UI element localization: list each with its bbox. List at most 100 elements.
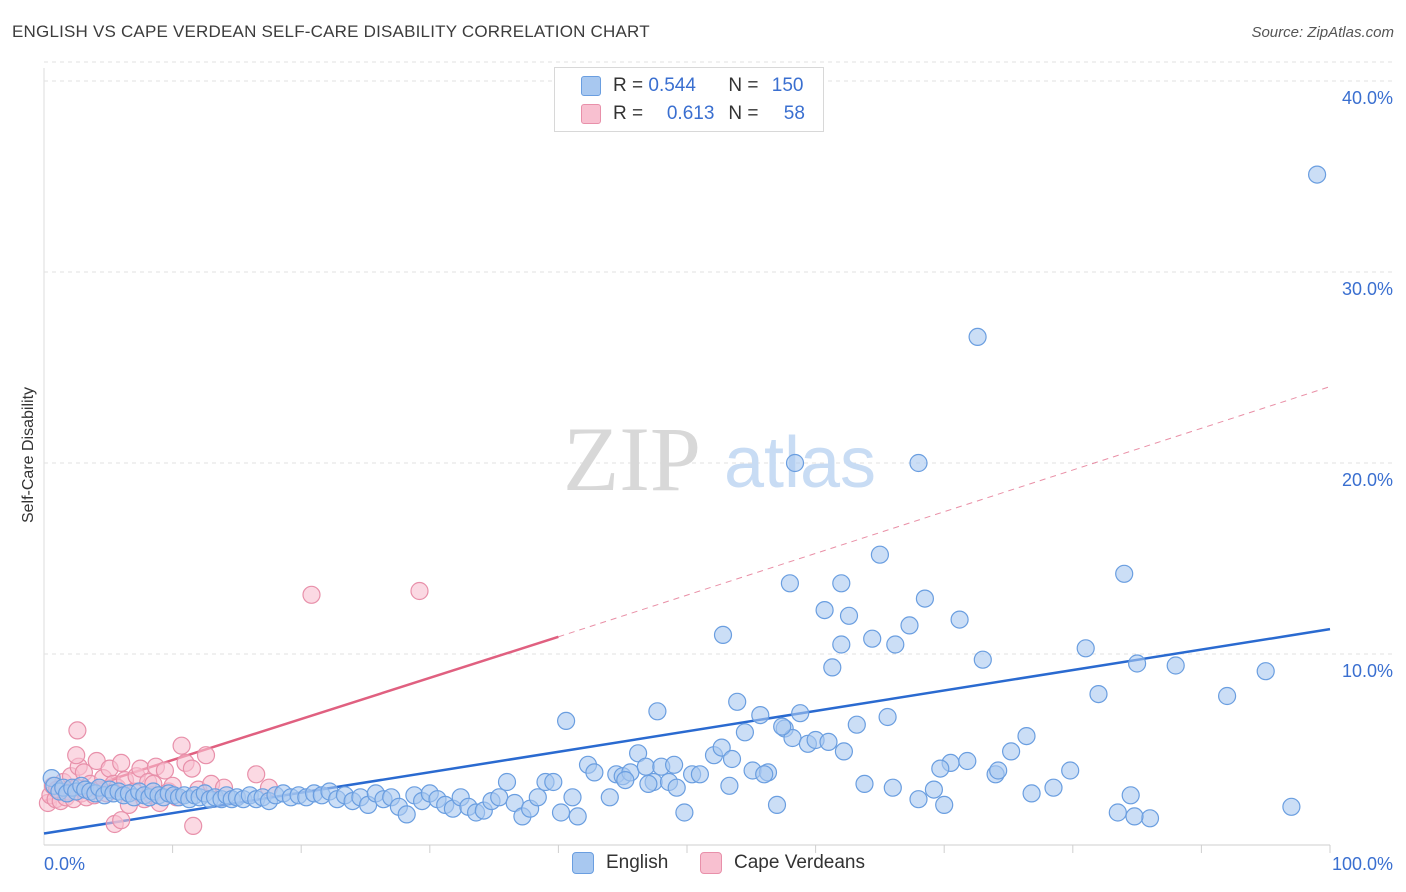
cape-verdeans-legend-label: Cape Verdeans bbox=[734, 852, 865, 873]
r-label: R = bbox=[613, 103, 644, 124]
english-point bbox=[815, 600, 834, 620]
cape-verdeans-point bbox=[247, 765, 266, 784]
english-point bbox=[847, 715, 866, 734]
english-point bbox=[950, 610, 969, 629]
english-point bbox=[690, 765, 710, 784]
english-point bbox=[968, 327, 987, 346]
english-point bbox=[773, 717, 792, 736]
english-r-value: 0.544 bbox=[648, 75, 696, 96]
english-point bbox=[528, 788, 547, 807]
english-point bbox=[720, 776, 739, 795]
watermark: ZIP atlas bbox=[563, 408, 876, 510]
y-tick-label: 30.0% bbox=[1342, 279, 1393, 299]
english-point bbox=[628, 744, 648, 763]
english-point bbox=[1061, 761, 1080, 780]
stats-legend-row-english: R = 0.544 N = 150 bbox=[581, 73, 803, 99]
english-point bbox=[855, 774, 874, 794]
english-point bbox=[664, 755, 684, 774]
english-point bbox=[839, 606, 859, 625]
english-point bbox=[834, 742, 854, 761]
x-tick-label: 100.0% bbox=[1332, 854, 1393, 874]
cape-verdeans-point bbox=[172, 736, 191, 755]
english-point bbox=[1115, 564, 1134, 583]
english-point bbox=[832, 635, 851, 654]
english-point bbox=[712, 738, 731, 757]
english-point bbox=[1076, 639, 1095, 658]
english-point bbox=[544, 772, 563, 792]
english-point bbox=[755, 765, 774, 784]
legend-item-cape-verdeans[interactable]: Cape Verdeans bbox=[700, 852, 865, 874]
english-point bbox=[909, 790, 928, 809]
english-point bbox=[832, 574, 851, 593]
english-point bbox=[568, 807, 587, 826]
english-point bbox=[819, 732, 838, 752]
cape-verdeans-point bbox=[196, 746, 216, 765]
grid-lines bbox=[43, 61, 1392, 853]
english-swatch bbox=[581, 76, 601, 96]
english-point bbox=[1089, 684, 1108, 704]
cape-verdeans-point bbox=[68, 721, 87, 740]
watermark-zip: ZIP bbox=[563, 408, 701, 510]
data-points bbox=[38, 165, 1327, 836]
english-point bbox=[870, 545, 890, 564]
cape-verdeans-point bbox=[112, 753, 131, 773]
english-point bbox=[823, 658, 842, 677]
english-point bbox=[585, 763, 604, 782]
english-n-value: 150 bbox=[771, 75, 804, 96]
x-tick-label: 0.0% bbox=[44, 854, 85, 874]
english-point bbox=[616, 770, 635, 790]
english-point bbox=[636, 757, 655, 776]
n-label: N = bbox=[728, 75, 759, 96]
english-point bbox=[1127, 654, 1147, 673]
english-point bbox=[1140, 809, 1160, 828]
english-point bbox=[958, 751, 977, 771]
english-point bbox=[648, 702, 667, 721]
cape-verdeans-trend-extension bbox=[558, 386, 1331, 638]
english-point bbox=[989, 761, 1008, 780]
stats-legend-row-cape-verdeans: R = 0.613 N = 58 bbox=[581, 101, 805, 127]
english-point bbox=[722, 749, 742, 769]
cape-verdeans-n-value: 58 bbox=[783, 103, 805, 124]
cape-verdeans-point bbox=[155, 761, 174, 780]
english-legend-label: English bbox=[606, 852, 669, 873]
english-point bbox=[1108, 803, 1127, 822]
cape-verdeans-point bbox=[67, 746, 86, 765]
english-point bbox=[878, 707, 897, 727]
cape-verdeans-point bbox=[112, 811, 131, 830]
english-point bbox=[909, 453, 928, 473]
english-point bbox=[397, 805, 416, 824]
chart-title: ENGLISH VS CAPE VERDEAN SELF-CARE DISABI… bbox=[12, 22, 650, 41]
english-point bbox=[1022, 784, 1041, 803]
english-point bbox=[886, 635, 905, 654]
english-point bbox=[1166, 656, 1185, 675]
cape-verdeans-swatch bbox=[581, 104, 601, 124]
chart-source: Source: ZipAtlas.com bbox=[1251, 24, 1394, 41]
english-point bbox=[497, 772, 517, 792]
english-point bbox=[490, 788, 509, 807]
english-point bbox=[600, 788, 619, 807]
english-point bbox=[735, 723, 755, 742]
english-point bbox=[791, 704, 810, 723]
english-point bbox=[675, 803, 694, 822]
n-label: N = bbox=[728, 103, 759, 124]
english-point bbox=[556, 711, 576, 731]
english-point bbox=[1217, 686, 1237, 706]
english-point bbox=[900, 616, 919, 635]
y-tick-label: 10.0% bbox=[1342, 661, 1393, 681]
cape-verdeans-point bbox=[184, 816, 203, 836]
english-point bbox=[1125, 807, 1144, 826]
english-point bbox=[751, 705, 770, 725]
y-tick-label: 20.0% bbox=[1342, 470, 1393, 490]
english-point bbox=[1282, 797, 1301, 816]
english-point bbox=[863, 629, 882, 648]
series-legend: English Cape Verdeans bbox=[0, 852, 1406, 878]
english-point bbox=[780, 574, 800, 593]
english-point bbox=[667, 778, 686, 797]
english-point bbox=[1256, 662, 1275, 681]
english-point bbox=[1121, 786, 1140, 805]
english-point bbox=[551, 803, 571, 822]
stats-legend: R = 0.544 N = 150 R = 0.613 N = 58 bbox=[554, 67, 824, 132]
legend-item-english[interactable]: English bbox=[572, 852, 668, 874]
english-point bbox=[973, 650, 992, 669]
